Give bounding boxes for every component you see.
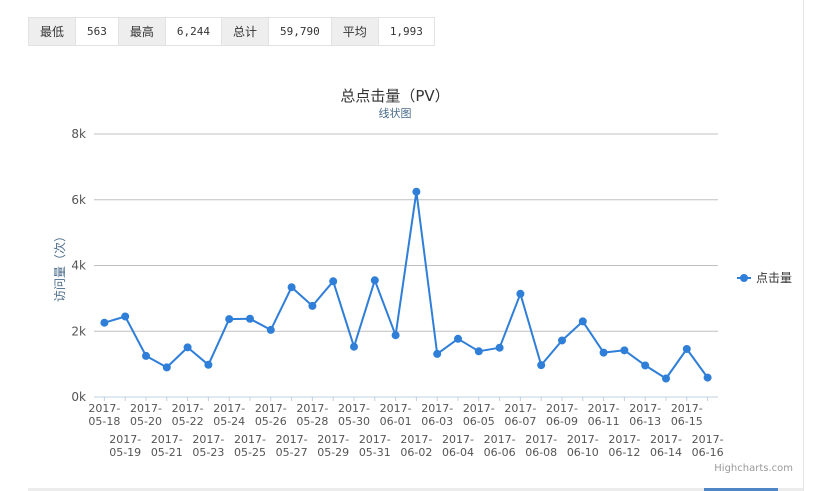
y-tick-label: 2k — [71, 324, 86, 338]
legend[interactable]: 点击量 — [737, 271, 792, 285]
data-point[interactable] — [142, 351, 150, 360]
x-tick-label: 2017-06-16 — [692, 433, 724, 459]
y-tick-label: 4k — [71, 259, 86, 273]
data-point[interactable] — [246, 314, 254, 323]
bottom-bar — [28, 488, 803, 491]
x-tick-label: 2017-06-09 — [546, 402, 578, 428]
data-point[interactable] — [287, 283, 296, 292]
x-tick-label: 2017-05-27 — [276, 433, 308, 459]
data-point[interactable] — [433, 349, 442, 358]
stats-bar: 最低 563 最高 6,244 总计 59,790 平均 1,993 — [28, 17, 435, 46]
x-tick-label: 2017-06-02 — [400, 433, 432, 459]
chart-credit[interactable]: Highcharts.com — [714, 463, 793, 474]
data-point[interactable] — [162, 363, 171, 372]
page-right-border — [803, 0, 804, 491]
data-point[interactable] — [474, 347, 483, 356]
x-tick-label: 2017-05-25 — [234, 433, 266, 459]
x-tick-label: 2017-06-13 — [629, 402, 661, 428]
x-tick-label: 2017-06-05 — [463, 402, 495, 428]
x-tick-label: 2017-05-28 — [296, 402, 328, 428]
x-tick-label: 2017-06-07 — [504, 402, 536, 428]
data-point[interactable] — [620, 346, 629, 355]
data-point[interactable] — [641, 361, 650, 370]
avg-value: 1,993 — [378, 18, 434, 45]
data-point[interactable] — [204, 360, 213, 369]
data-point[interactable] — [682, 345, 691, 354]
max-value: 6,244 — [165, 18, 223, 45]
x-tick-label: 2017-06-15 — [671, 402, 703, 428]
y-tick-label: 6k — [71, 193, 86, 207]
data-point[interactable] — [412, 187, 421, 196]
min-label: 最低 — [29, 18, 77, 45]
x-tick-label: 2017-05-30 — [338, 402, 370, 428]
y-axis-title: 访问量（次） — [53, 230, 67, 302]
data-point[interactable] — [266, 325, 275, 334]
x-tick-label: 2017-05-29 — [317, 433, 349, 459]
data-point[interactable] — [599, 348, 608, 357]
x-tick-label: 2017-06-10 — [567, 433, 599, 459]
data-point[interactable] — [308, 301, 317, 310]
data-point[interactable] — [121, 312, 130, 321]
data-point[interactable] — [100, 318, 109, 327]
x-tick-label: 2017-05-19 — [109, 433, 141, 459]
data-point[interactable] — [183, 343, 192, 352]
data-point[interactable] — [558, 336, 566, 345]
chart-title: 总点击量（PV） — [340, 87, 449, 105]
x-tick-label: 2017-05-26 — [255, 402, 287, 428]
series-line — [104, 190, 709, 380]
total-value: 59,790 — [269, 18, 332, 45]
x-tick-label: 2017-05-20 — [130, 402, 162, 428]
x-tick-label: 2017-06-11 — [588, 402, 620, 428]
x-tick-label: 2017-05-21 — [151, 433, 183, 459]
legend-item-label[interactable]: 点击量 — [756, 271, 792, 285]
total-label: 总计 — [222, 18, 270, 45]
x-tick-label: 2017-06-03 — [421, 402, 453, 428]
x-tick-label: 2017-06-12 — [608, 433, 640, 459]
chart-subtitle: 线状图 — [379, 106, 412, 120]
x-tick-label: 2017-06-14 — [650, 433, 682, 459]
x-tick-label: 2017-06-01 — [380, 402, 412, 428]
x-tick-label: 2017-06-04 — [442, 433, 474, 459]
data-point[interactable] — [537, 361, 546, 370]
data-point[interactable] — [225, 315, 234, 324]
data-point[interactable] — [703, 373, 712, 382]
data-point[interactable] — [454, 334, 462, 343]
x-tick-label: 2017-05-31 — [359, 433, 391, 459]
data-point[interactable] — [391, 331, 400, 340]
y-tick-label: 8k — [71, 127, 86, 141]
data-point[interactable] — [370, 276, 379, 285]
data-point[interactable] — [329, 277, 338, 286]
x-tick-label: 2017-05-22 — [172, 402, 204, 428]
min-value: 563 — [76, 18, 119, 45]
x-tick-label: 2017-05-18 — [88, 402, 120, 428]
data-point[interactable] — [516, 289, 525, 298]
y-tick-label: 0k — [71, 390, 86, 404]
bottom-bar-accent — [704, 488, 778, 491]
x-tick-label: 2017-06-08 — [525, 433, 557, 459]
data-point[interactable] — [495, 343, 504, 352]
data-point[interactable] — [350, 342, 358, 351]
data-point[interactable] — [578, 317, 587, 326]
avg-label: 平均 — [331, 18, 379, 45]
max-label: 最高 — [118, 18, 166, 45]
x-tick-label: 2017-06-06 — [484, 433, 516, 459]
data-point[interactable] — [662, 374, 670, 383]
x-tick-label: 2017-05-24 — [213, 402, 245, 428]
legend-marker-icon — [740, 274, 748, 282]
x-tick-label: 2017-05-23 — [192, 433, 224, 459]
